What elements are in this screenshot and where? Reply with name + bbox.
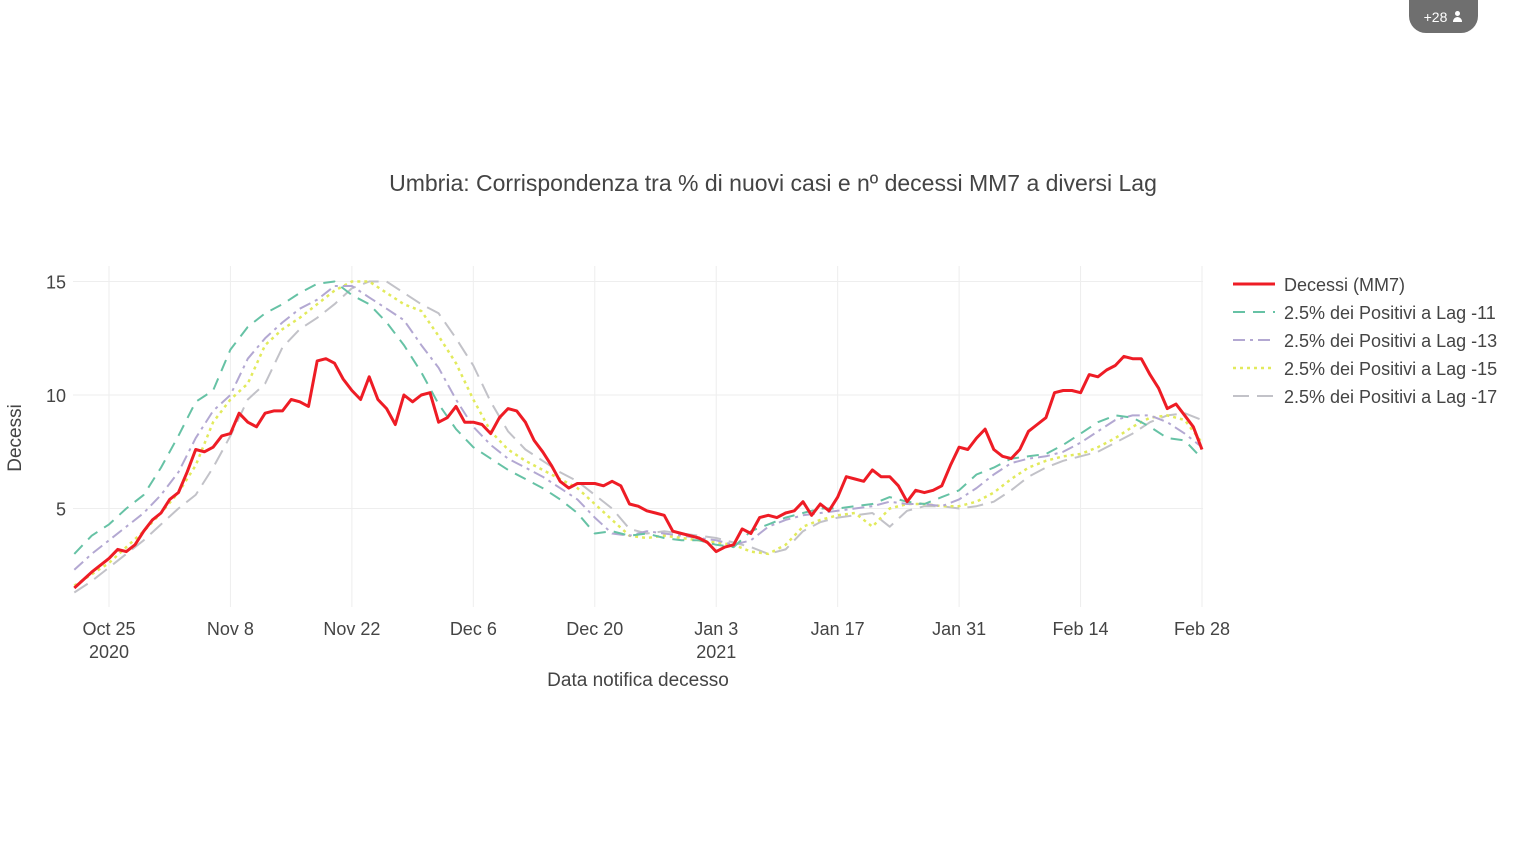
x-tick-label: Feb 14 xyxy=(1053,619,1109,639)
x-tick-label: Jan 17 xyxy=(811,619,865,639)
y-tick-label: 15 xyxy=(46,273,66,293)
chart-title: Umbria: Corrispondenza tra % di nuovi ca… xyxy=(389,170,1157,196)
person-icon xyxy=(1452,10,1463,23)
x-tick-label: Nov 22 xyxy=(323,619,380,639)
y-tick-label: 5 xyxy=(56,500,66,520)
x-tick-label: Oct 25 xyxy=(82,619,135,639)
legend-label: 2.5% dei Positivi a Lag -13 xyxy=(1284,331,1497,351)
series-line-2 xyxy=(73,280,1203,555)
x-tick-label: Nov 8 xyxy=(207,619,254,639)
legend-label: 2.5% dei Positivi a Lag -15 xyxy=(1284,359,1497,379)
x-tick-label: Jan 3 xyxy=(694,619,738,639)
x-tick-label: Jan 31 xyxy=(932,619,986,639)
x-tick-year-label: 2021 xyxy=(696,642,736,662)
legend-label: Decessi (MM7) xyxy=(1284,275,1405,295)
chart-legend: Decessi (MM7) 2.5% dei Positivi a Lag -11… xyxy=(1233,275,1497,407)
y-tick-label: 10 xyxy=(46,386,66,406)
y-axis-ticks: 5 10 15 xyxy=(46,273,66,520)
legend-label: 2.5% dei Positivi a Lag -17 xyxy=(1284,387,1497,407)
x-tick-label: Dec 6 xyxy=(450,619,497,639)
y-axis-label: Decessi xyxy=(5,404,26,472)
chart-lines xyxy=(73,280,1204,594)
participants-count: +28 xyxy=(1423,8,1448,25)
x-axis-label: Data notifica decesso xyxy=(547,670,729,691)
x-tick-label: Feb 28 xyxy=(1174,619,1230,639)
x-tick-year-label: 2020 xyxy=(89,642,129,662)
legend-label: 2.5% dei Positivi a Lag -11 xyxy=(1284,303,1496,323)
series-line-1 xyxy=(73,354,1204,590)
series-line-5 xyxy=(73,280,1203,594)
series-line-4 xyxy=(73,280,1203,587)
series-line-3 xyxy=(73,285,1203,571)
x-axis-ticks: Oct 25 2020 Nov 8 Nov 22 Dec 6 Dec 20 Jan 3 202… xyxy=(82,619,1230,662)
chart-grid xyxy=(73,266,1203,607)
participants-badge[interactable]: +28 xyxy=(1409,0,1478,33)
x-tick-label: Dec 20 xyxy=(566,619,623,639)
